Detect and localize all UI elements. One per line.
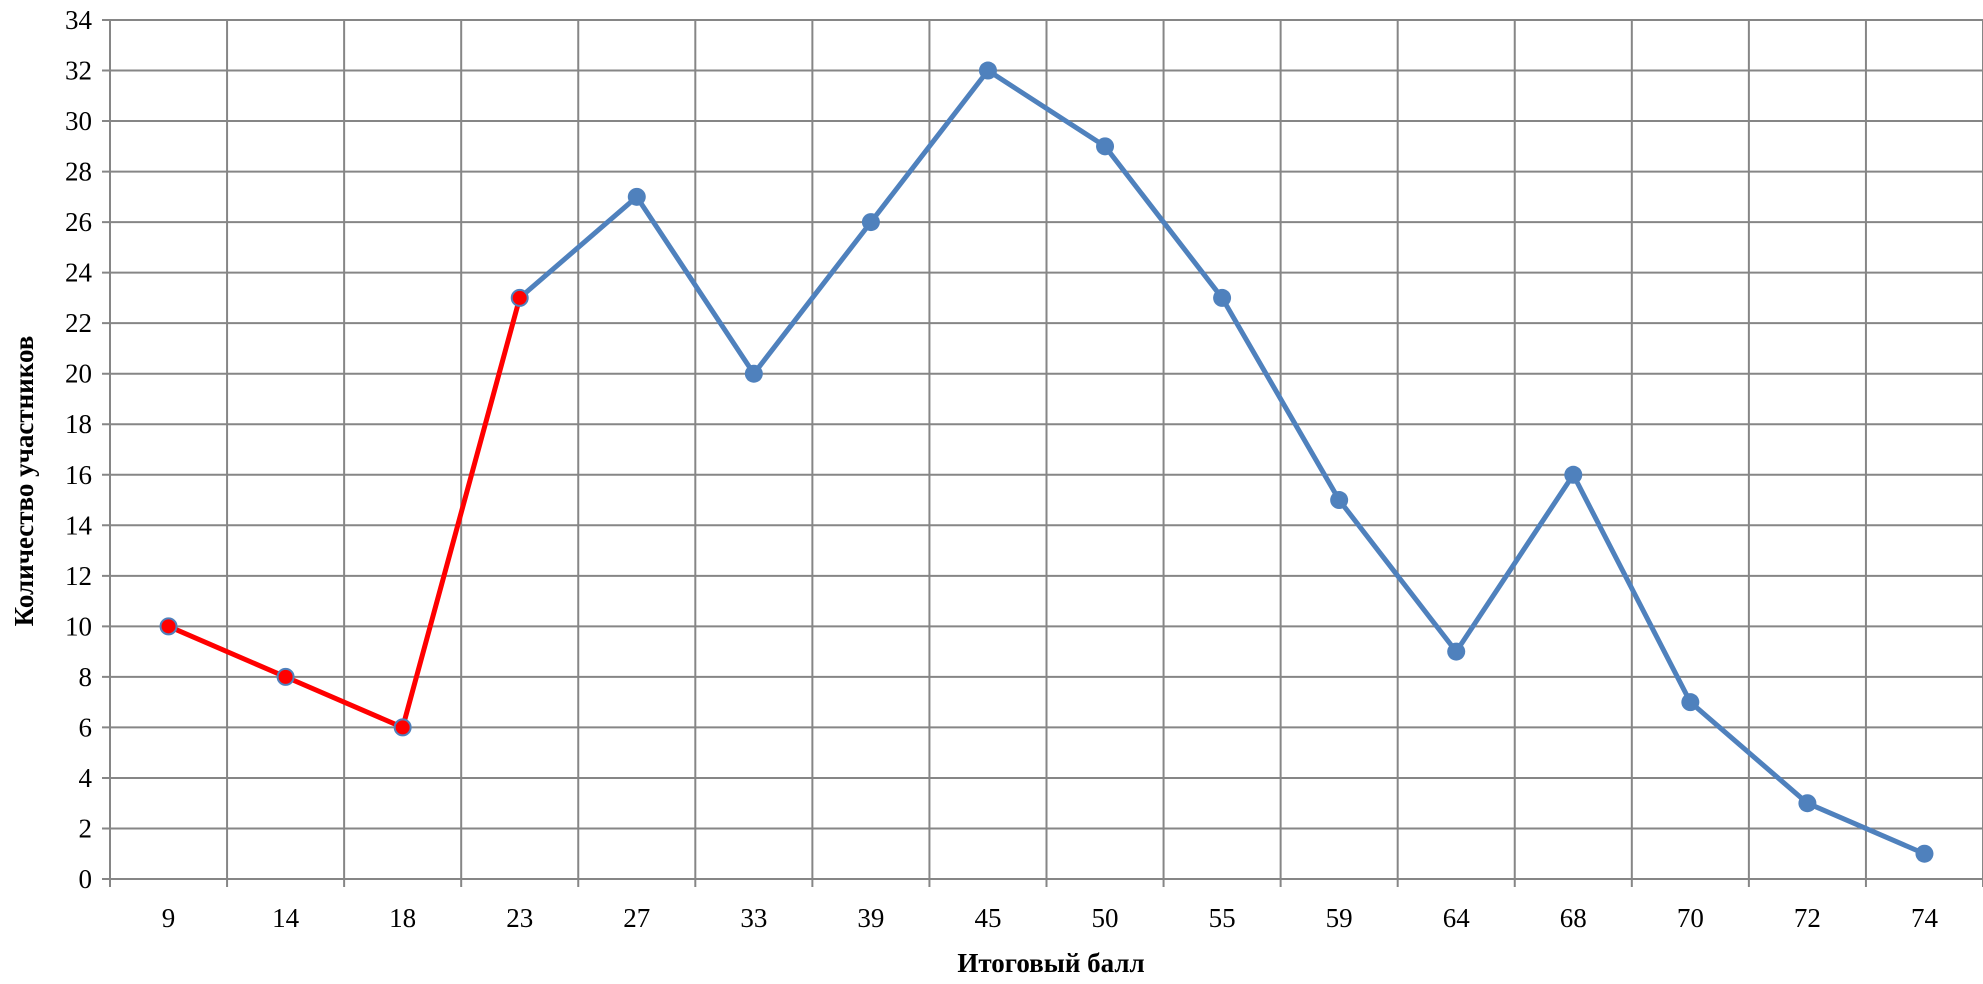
data-point xyxy=(1798,794,1817,813)
x-axis-title: Итоговый балл xyxy=(957,948,1144,978)
highlight-line-segment xyxy=(400,295,523,730)
data-point xyxy=(627,187,646,206)
x-tick-label: 9 xyxy=(162,903,176,933)
x-tick-label: 14 xyxy=(272,903,300,933)
x-tick-label: 64 xyxy=(1443,903,1471,933)
x-tick-label: 33 xyxy=(740,903,767,933)
data-point xyxy=(1213,288,1232,307)
series-line-segment xyxy=(634,194,757,377)
y-tick-label: 34 xyxy=(65,5,93,35)
x-tick-label: 72 xyxy=(1794,903,1821,933)
x-tick-label: 59 xyxy=(1326,903,1353,933)
y-tick-label: 0 xyxy=(79,864,93,894)
y-tick-label: 10 xyxy=(65,611,92,641)
series-line-segment xyxy=(1570,472,1693,705)
y-tick-label: 24 xyxy=(65,258,93,288)
y-tick-label: 30 xyxy=(65,106,92,136)
y-tick-label: 20 xyxy=(65,359,92,389)
y-tick-label: 2 xyxy=(79,813,93,843)
highlight-data-point xyxy=(159,617,178,636)
y-tick-label: 32 xyxy=(65,56,92,86)
data-point xyxy=(1330,491,1349,510)
y-tick-label: 18 xyxy=(65,409,92,439)
data-point xyxy=(861,213,880,232)
data-point xyxy=(1564,465,1583,484)
highlight-data-point xyxy=(510,288,529,307)
series-line-segment xyxy=(751,219,874,377)
grid-layer xyxy=(102,19,1983,887)
y-tick-label: 6 xyxy=(79,712,93,742)
y-tick-label: 14 xyxy=(65,510,93,540)
x-tick-label: 55 xyxy=(1209,903,1236,933)
y-tick-label: 22 xyxy=(65,308,92,338)
y-tick-label: 4 xyxy=(79,763,93,793)
x-tick-label: 39 xyxy=(857,903,884,933)
series-line-segment xyxy=(1687,699,1810,806)
series-line-segment xyxy=(517,194,640,301)
series-line-segment xyxy=(1804,800,1927,857)
x-tick-label: 45 xyxy=(974,903,1001,933)
data-point xyxy=(1447,642,1466,661)
x-tick-label: 68 xyxy=(1560,903,1587,933)
data-point xyxy=(1681,693,1700,712)
y-axis-title: Количество участников xyxy=(9,336,39,627)
x-tick-label: 74 xyxy=(1911,903,1939,933)
series-line-segment xyxy=(985,68,1108,149)
highlight-data-point xyxy=(276,667,295,686)
data-point xyxy=(1915,844,1934,863)
x-tick-label: 18 xyxy=(389,903,416,933)
axis-layer xyxy=(109,20,1983,880)
series-line-segment xyxy=(1453,472,1576,655)
x-tick-label: 50 xyxy=(1092,903,1119,933)
x-tick-label: 23 xyxy=(506,903,533,933)
x-tick-label: 27 xyxy=(623,903,650,933)
y-tick-label: 26 xyxy=(65,207,92,237)
y-tick-label: 12 xyxy=(65,561,92,591)
series-layer xyxy=(159,61,1934,863)
series-line-segment xyxy=(868,68,991,225)
highlight-line-segment xyxy=(283,674,406,730)
highlight-line-segment xyxy=(166,623,289,680)
y-tick-label: 8 xyxy=(79,662,93,692)
data-point xyxy=(1096,137,1115,156)
highlight-data-point xyxy=(393,718,412,737)
series-line-segment xyxy=(1102,143,1225,301)
data-point xyxy=(978,61,997,80)
series-line-segment xyxy=(1336,497,1459,655)
x-tick-label: 70 xyxy=(1677,903,1704,933)
y-tick-label: 28 xyxy=(65,157,92,187)
data-point xyxy=(744,364,763,383)
series-line-segment xyxy=(1219,295,1342,503)
y-tick-label: 16 xyxy=(65,460,92,490)
